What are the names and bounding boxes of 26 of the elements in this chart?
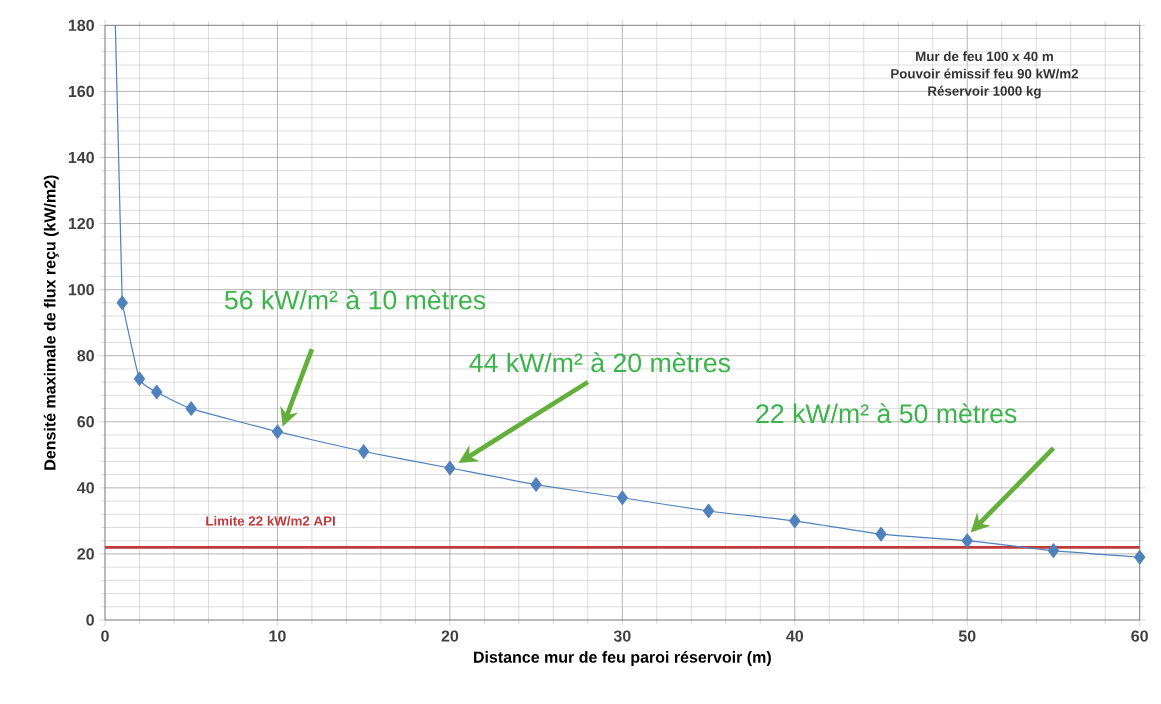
annotation: 22 kW/m² à 50 mètres — [756, 403, 1017, 424]
x-tick-label: 30 — [613, 630, 631, 642]
y-tick-label: 120 — [68, 217, 94, 230]
x-tick-label: 10 — [269, 630, 286, 642]
y-tick-label: 80 — [77, 350, 94, 362]
x-tick-label: 50 — [958, 630, 976, 642]
annotation: Pouvoir émissif feu 90 kW/m2 — [891, 68, 1079, 79]
y-tick-label: 160 — [68, 85, 94, 98]
annotation: 56 kW/m² à 10 mètres — [224, 289, 486, 310]
y-axis-title: Densité maximale de flux reçu (kW/m2) — [43, 175, 59, 470]
annotation: Mur de feu 100 x 40 m — [916, 51, 1053, 62]
y-tick-label: 40 — [77, 482, 94, 494]
x-tick-label: 0 — [101, 630, 109, 642]
y-tick-label: 100 — [68, 283, 94, 296]
annotation: Réservoir 1000 kg — [928, 85, 1041, 99]
y-tick-label: 20 — [77, 548, 94, 560]
annotation: 44 kW/m² à 20 mètres — [469, 352, 731, 373]
ref-line-label: Limite 22 kW/m2 API — [206, 515, 335, 526]
x-tick-label: 40 — [786, 630, 804, 642]
y-tick-label: 0 — [86, 614, 94, 626]
x-tick-label: 20 — [441, 630, 459, 642]
y-tick-label: 60 — [77, 416, 94, 428]
x-tick-label: 60 — [1131, 630, 1148, 642]
y-tick-label: 180 — [68, 19, 94, 31]
x-axis-title: Distance mur de feu paroi réservoir (m) — [474, 650, 771, 666]
y-tick-label: 140 — [68, 151, 94, 164]
